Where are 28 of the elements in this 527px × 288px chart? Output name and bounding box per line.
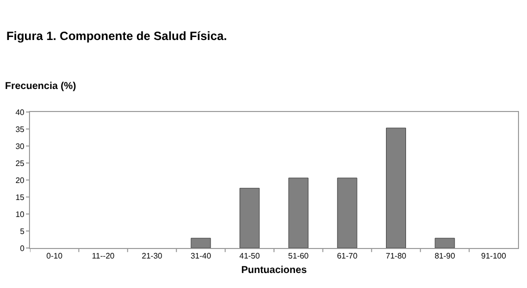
chart-title: Figura 1. Componente de Salud Física. (6, 29, 228, 44)
x-tick-label: 51-60 (288, 252, 310, 261)
x-tick-label: 71-80 (386, 252, 407, 261)
y-tick-label: 5 (20, 226, 25, 236)
y-tick-label: 20 (15, 176, 25, 185)
bar (240, 188, 260, 248)
x-tick-label: 31-40 (190, 252, 212, 261)
x-tick-label: 91-100 (481, 252, 507, 261)
y-tick-label: 30 (15, 142, 25, 151)
x-axis-title: Puntuaciones (241, 265, 308, 276)
bar (190, 238, 211, 248)
y-tick-label: 35 (15, 124, 25, 134)
bar (288, 178, 308, 248)
bar (337, 178, 358, 248)
x-tick-label: 41-50 (239, 252, 260, 261)
y-tick-label: 0 (20, 244, 25, 253)
y-axis-title: Frecuencia (%) (5, 81, 76, 92)
y-tick-label: 40 (15, 108, 25, 117)
bar (386, 128, 406, 248)
y-tick-label: 15 (15, 192, 25, 202)
bar (434, 238, 455, 248)
x-tick-label: 61-70 (336, 252, 358, 261)
x-tick-label: 21-30 (142, 252, 163, 261)
x-tick-label: 81-90 (434, 252, 456, 261)
y-tick-label: 10 (15, 210, 25, 219)
y-tick-label: 25 (15, 158, 25, 168)
x-tick-label: 11--20 (92, 252, 116, 261)
x-tick-label: 0-10 (46, 252, 63, 261)
